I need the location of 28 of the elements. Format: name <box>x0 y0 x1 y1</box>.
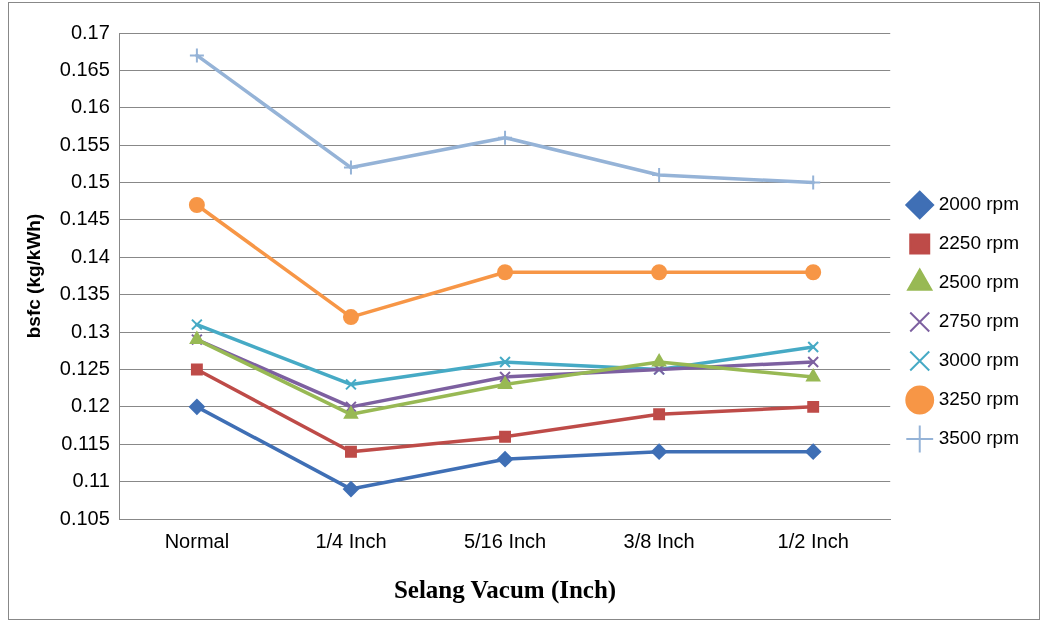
y-tick-label: 0.16 <box>70 95 110 118</box>
legend-label: 3500 rpm <box>938 427 1020 449</box>
x-tick-label: 3/8 Inch <box>623 529 695 552</box>
y-tick-label: 0.11 <box>72 469 110 492</box>
y-tick-label: 0.14 <box>70 244 110 267</box>
y-tick-label: 0.135 <box>59 282 110 305</box>
y-tick-label: 0.125 <box>59 356 110 379</box>
y-axis-title: bsfc (kg/kWh) <box>22 213 44 339</box>
y-tick-label: 0.15 <box>70 170 110 193</box>
x-axis-title: Selang Vacum (Inch) <box>393 576 617 605</box>
x-tick-label: Normal <box>164 529 230 552</box>
y-tick-label: 0.115 <box>61 431 110 454</box>
y-tick-label: 0.145 <box>59 207 110 230</box>
x-tick-label: 5/16 Inch <box>463 529 547 552</box>
legend-label: 3000 rpm <box>938 349 1020 371</box>
legend-label: 2000 rpm <box>938 193 1020 215</box>
y-tick-label: 0.13 <box>70 319 110 342</box>
y-tick-label: 0.165 <box>59 57 110 80</box>
y-tick-label: 0.17 <box>70 20 110 43</box>
legend-label: 2750 rpm <box>938 310 1020 332</box>
x-tick-label: 1/4 Inch <box>315 529 387 552</box>
y-tick-label: 0.12 <box>70 394 110 417</box>
legend-label: 2250 rpm <box>938 232 1020 254</box>
y-tick-label: 0.105 <box>59 506 110 529</box>
y-tick-label: 0.155 <box>59 132 110 155</box>
legend-label: 2500 rpm <box>938 271 1020 293</box>
x-tick-label: 1/2 Inch <box>777 529 849 552</box>
legend-label: 3250 rpm <box>938 388 1020 410</box>
